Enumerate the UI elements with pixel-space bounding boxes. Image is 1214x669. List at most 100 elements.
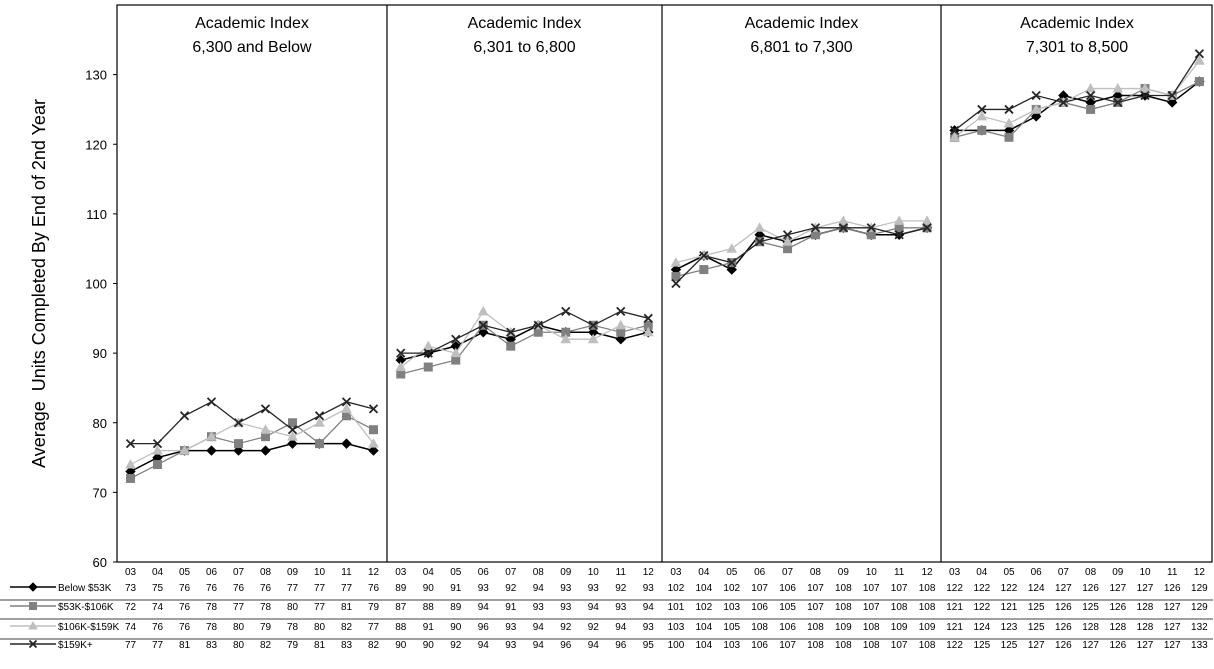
data-point xyxy=(755,237,765,247)
table-value: 93 xyxy=(560,583,572,594)
table-value: 125 xyxy=(1028,622,1045,633)
table-value: 127 xyxy=(1164,602,1181,613)
table-value: 125 xyxy=(973,640,990,651)
data-point xyxy=(396,348,406,358)
data-point xyxy=(315,439,324,449)
table-value: 77 xyxy=(233,602,245,613)
data-point xyxy=(727,257,737,268)
data-point xyxy=(726,264,737,275)
table-value: 106 xyxy=(751,640,768,651)
data-point xyxy=(179,445,190,455)
data-point xyxy=(478,327,489,338)
data-point xyxy=(396,369,406,379)
panel-title-line1: Academic Index xyxy=(745,15,859,32)
table-value: 91 xyxy=(450,583,462,594)
table-value: 132 xyxy=(1191,622,1208,633)
data-point xyxy=(1194,49,1205,59)
data-point xyxy=(1030,111,1042,122)
x-tick-label: 04 xyxy=(152,567,164,578)
table-value: 80 xyxy=(233,640,245,651)
table-value: 128 xyxy=(1137,602,1154,613)
table-value: 76 xyxy=(179,622,191,633)
data-point xyxy=(341,397,352,407)
table-value: 91 xyxy=(505,602,517,613)
table-value: 77 xyxy=(368,622,380,633)
table-value: 92 xyxy=(615,583,627,594)
table-value: 72 xyxy=(125,602,137,613)
data-point xyxy=(866,230,876,240)
table-value: 93 xyxy=(643,583,655,594)
table-value: 123 xyxy=(1001,622,1018,633)
table-value: 74 xyxy=(125,622,137,633)
table-value: 108 xyxy=(835,640,852,651)
table-value: 102 xyxy=(696,602,713,613)
data-point xyxy=(837,215,849,225)
table-value: 94 xyxy=(643,602,655,613)
data-point xyxy=(810,223,821,233)
data-point xyxy=(1004,132,1014,142)
panel-title-line2: 6,301 to 6,800 xyxy=(473,39,575,56)
data-point xyxy=(233,445,244,456)
series-line xyxy=(954,53,1200,131)
x-tick-label: 05 xyxy=(726,567,738,578)
series-line xyxy=(400,324,649,375)
data-point xyxy=(260,424,271,434)
x-tick-label: 06 xyxy=(1031,567,1043,578)
table-value: 125 xyxy=(1028,602,1045,613)
data-point xyxy=(1140,90,1150,101)
table-value: 106 xyxy=(779,583,796,594)
x-tick-label: 09 xyxy=(1112,567,1124,578)
table-value: 103 xyxy=(668,622,685,633)
data-point xyxy=(726,243,738,253)
x-tick-label: 06 xyxy=(478,567,490,578)
x-tick-label: 07 xyxy=(233,567,245,578)
data-point xyxy=(153,460,162,470)
panel-title-line2: 6,300 and Below xyxy=(192,39,312,56)
table-value: 76 xyxy=(179,583,191,594)
data-point xyxy=(1085,90,1096,101)
table-value: 81 xyxy=(314,640,326,651)
data-point xyxy=(783,244,793,254)
x-tick-label: 09 xyxy=(838,567,850,578)
data-point xyxy=(152,439,163,449)
table-value: 102 xyxy=(668,583,685,594)
table-value: 76 xyxy=(206,583,218,594)
table-value: 126 xyxy=(1055,602,1072,613)
data-point xyxy=(894,230,904,240)
table-value: 126 xyxy=(1082,583,1099,594)
y-tick-label: 120 xyxy=(85,137,107,152)
x-tick-label: 07 xyxy=(1058,567,1070,578)
x-tick-label: 03 xyxy=(125,567,137,578)
table-value: 78 xyxy=(206,602,218,613)
data-point xyxy=(671,272,681,282)
table-value: 93 xyxy=(505,622,517,633)
table-value: 94 xyxy=(588,640,600,651)
data-point xyxy=(949,131,960,142)
table-value: 107 xyxy=(891,583,908,594)
table-value: 124 xyxy=(1028,583,1045,594)
table-value: 95 xyxy=(643,640,655,651)
table-value: 129 xyxy=(1191,602,1208,613)
table-value: 107 xyxy=(807,602,824,613)
table-value: 103 xyxy=(723,602,740,613)
legend-marker xyxy=(28,639,38,649)
x-tick-label: 08 xyxy=(533,567,545,578)
x-tick-label: 04 xyxy=(423,567,435,578)
table-value: 93 xyxy=(505,640,517,651)
table-value: 127 xyxy=(1137,583,1154,594)
table-value: 83 xyxy=(206,640,218,651)
table-value: 81 xyxy=(341,602,353,613)
table-value: 109 xyxy=(919,622,936,633)
data-point xyxy=(506,341,516,351)
table-value: 108 xyxy=(835,602,852,613)
data-point xyxy=(423,348,433,358)
x-tick-label: 03 xyxy=(670,567,682,578)
x-tick-label: 12 xyxy=(921,567,933,578)
table-value: 104 xyxy=(696,622,713,633)
data-point xyxy=(1058,97,1069,108)
table-value: 83 xyxy=(341,640,353,651)
table-value: 76 xyxy=(260,583,272,594)
data-point xyxy=(1194,77,1204,87)
table-value: 106 xyxy=(779,622,796,633)
data-point xyxy=(233,418,244,428)
